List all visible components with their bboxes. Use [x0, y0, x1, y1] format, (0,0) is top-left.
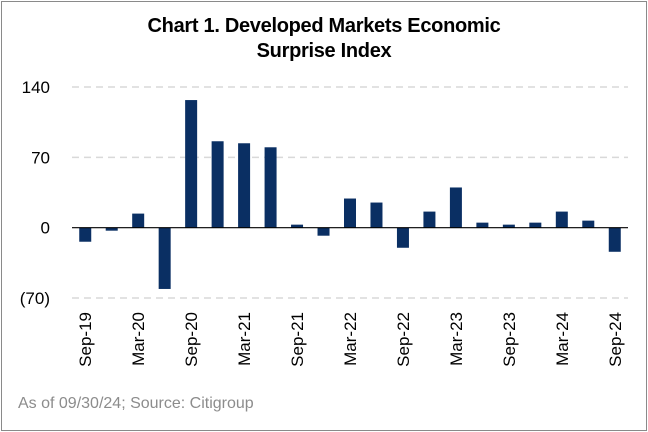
- x-tick-label: Mar-22: [341, 312, 360, 366]
- y-tick-label: 140: [22, 78, 50, 97]
- x-tick-label: Sep-23: [500, 312, 519, 367]
- y-axis-tick-labels: 140 70 0 (70): [20, 78, 50, 308]
- chart-title-line-2: Surprise Index: [256, 40, 392, 62]
- bar-jun-21: [264, 147, 277, 228]
- bar-dec-21: [317, 227, 330, 236]
- bar-mar-24: [555, 211, 568, 228]
- bar-sep-21: [291, 224, 304, 228]
- gridlines: [72, 86, 628, 299]
- bar-jun-22: [370, 202, 383, 228]
- y-tick-label: 70: [31, 148, 50, 167]
- chart-title: Chart 1. Developed Markets Economic Surp…: [0, 14, 648, 64]
- bar-jun-20: [158, 227, 171, 289]
- bar-dec-22: [423, 211, 436, 228]
- x-tick-label: Sep-24: [606, 312, 625, 367]
- x-tick-label: Mar-24: [553, 312, 572, 366]
- bar-sep-24: [608, 227, 621, 252]
- x-axis-tick-labels: Sep-19 Mar-20 Sep-20 Mar-21 Sep-21 Mar-22 Sep-…: [76, 312, 625, 367]
- x-tick-label: Sep-21: [288, 312, 307, 367]
- bar-mar-22: [344, 198, 356, 228]
- chart-title-line-1: Chart 1. Developed Markets Economic: [147, 15, 501, 37]
- y-tick-label: (70): [20, 289, 50, 308]
- bar-sep-19: [79, 227, 92, 242]
- bar-jun-23: [476, 222, 489, 228]
- x-tick-label: Sep-20: [182, 312, 201, 367]
- x-tick-label: Sep-19: [76, 312, 95, 367]
- y-tick-label: 0: [41, 219, 50, 238]
- bar-sep-23: [502, 224, 515, 228]
- x-tick-label: Sep-22: [394, 312, 413, 367]
- x-tick-label: Mar-20: [129, 312, 148, 366]
- bar-sep-20: [185, 100, 198, 228]
- bar-mar-20: [132, 213, 145, 228]
- bar-dec-23: [529, 222, 542, 228]
- bar-mar-21: [238, 143, 251, 228]
- bar-dec-19: [105, 227, 118, 231]
- bar-dec-20: [211, 141, 224, 228]
- x-tick-label: Mar-21: [235, 312, 254, 366]
- bar-jun-24: [582, 220, 595, 228]
- source-footnote: As of 09/30/24; Source: Citigroup: [18, 395, 254, 412]
- bars: [79, 100, 621, 289]
- x-tick-label: Mar-23: [447, 312, 466, 366]
- bar-sep-22: [396, 227, 409, 248]
- bar-mar-23: [449, 187, 462, 228]
